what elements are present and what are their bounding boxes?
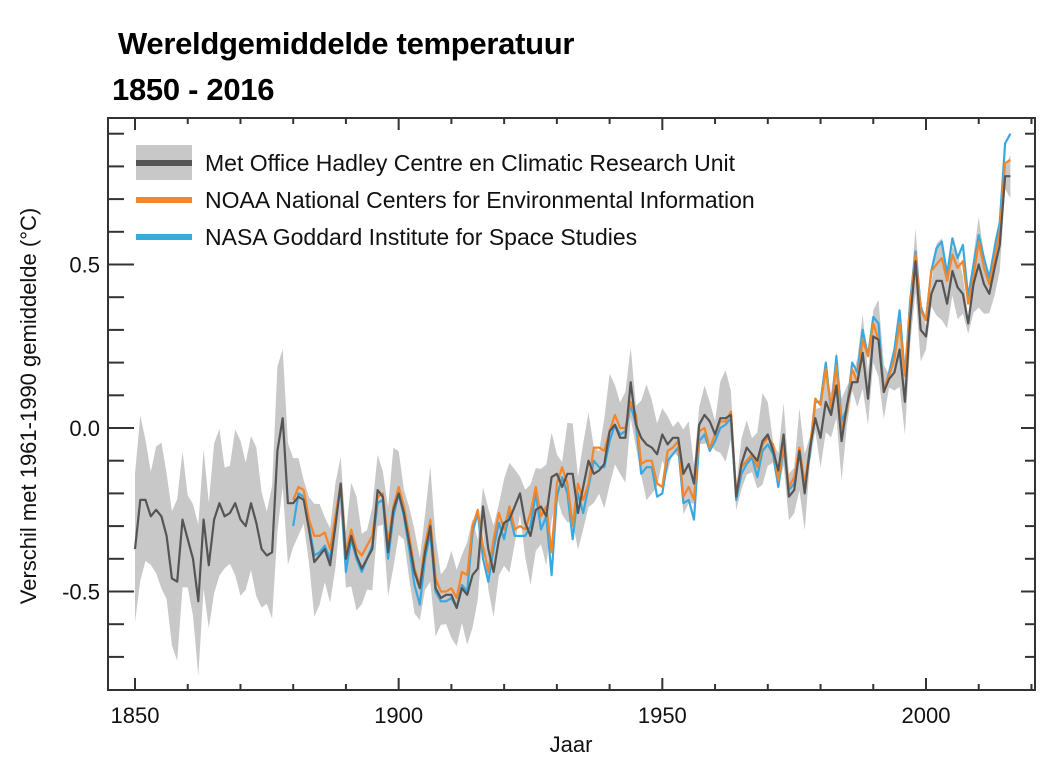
x-tick-label: 1950 [638, 703, 687, 728]
y-axis-label: Verschil met 1961-1990 gemiddelde (°C) [16, 208, 41, 604]
axis-tick-labels: 1850 1900 1950 2000 -0.5 0.0 0.5 [62, 253, 950, 729]
plot-frame [107, 117, 1036, 691]
chart-title: Wereldgemiddelde temperatuur [118, 26, 575, 61]
series-line-hadcrut [133, 175, 1011, 610]
legend-label-hadcrut: Met Office Hadley Centre en Climatic Res… [205, 150, 736, 176]
legend-label-nasa: NASA Goddard Institute for Space Studies [205, 224, 637, 250]
chart-subtitle: 1850 - 2016 [112, 72, 275, 107]
y-tick-label: -0.5 [62, 580, 100, 605]
x-tick-label: 1850 [111, 703, 160, 728]
x-tick-label: 2000 [902, 703, 951, 728]
series-line-nasa [292, 133, 1012, 610]
series-lines-layer [133, 133, 1012, 610]
y-tick-label: 0.0 [69, 416, 100, 441]
y-tick-label: 0.5 [69, 253, 100, 278]
axis-ticks [108, 118, 1035, 690]
legend: Met Office Hadley Centre en Climatic Res… [136, 145, 755, 250]
x-axis-label: Jaar [550, 732, 593, 757]
legend-label-noaa: NOAA National Centers for Environmental … [205, 187, 755, 213]
x-tick-label: 1900 [374, 703, 423, 728]
